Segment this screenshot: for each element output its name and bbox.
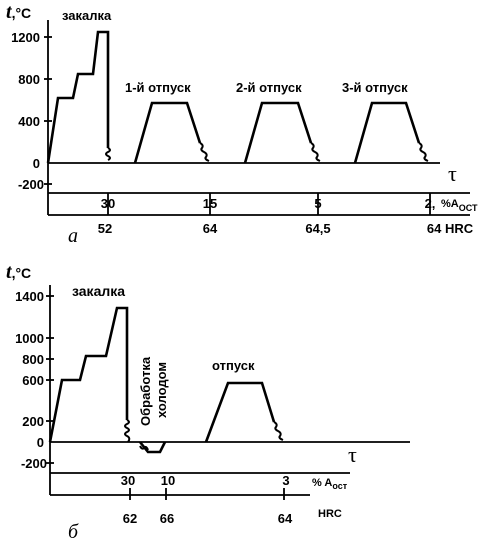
diagram-b-cold-wiggle [139,445,149,451]
y-tick-label: 1000 [15,331,44,346]
diagram-b-axis-title: t,°C [6,261,31,283]
hrc-value: 64 [278,511,293,526]
hrc-value: 62 [123,511,137,526]
diagram-a-tau: τ [448,161,457,186]
diagram-a-quench-wiggle [105,147,111,161]
diagram-a-ra-label: %AОСТ [441,198,478,213]
diagram-b-tau: τ [348,442,357,467]
diagram-b-temper-curve [204,381,276,443]
hrc-value: 64 HRC [427,221,474,236]
hrc-value: 52 [98,221,112,236]
hrc-value: 64,5 [305,221,330,236]
diagram-b-y-ticks: 1400 1000 800 600 200 0 -200 [15,289,54,471]
diagram-a-temper-1-curve [133,101,202,164]
y-tick-label: -200 [21,456,47,471]
diagram-a-panel-letter: а [68,225,78,247]
diagram-a-temper-label-1: 1-й отпуск [125,80,191,95]
diagram-b-quench-wiggle [124,419,131,443]
y-tick-label: 200 [22,414,44,429]
ra-value: 5 [314,196,321,211]
diagram-b-quench-label: закалка [72,283,125,299]
y-tick-label: 0 [37,435,44,450]
diagram-b-temper-label: отпуск [212,358,255,373]
diagram-a-hrc-row: 52 64 64,5 64 HRC [98,221,474,236]
ra-value: 15 [203,196,217,211]
y-tick-label: -200 [18,177,44,192]
diagram-a-temper-label-3: 3-й отпуск [342,80,408,95]
diagram-a-quench-label: закалка [62,8,112,23]
ra-value: 10 [161,473,175,488]
hrc-value: 64 [203,221,218,236]
diagram-b-cold-label-1: Обработка [138,356,153,426]
diagram-a-temper-1-wiggle [199,142,210,162]
diagram-a-axis-title: t,°C [6,1,31,23]
ra-value: 30 [121,473,135,488]
diagram-a-temper-3-curve [353,101,421,164]
diagram-a-ra-row: 30 15 5 2, %AОСТ [101,193,478,215]
diagram-b-cold-label-2: холодом [154,362,169,418]
diagram-b-hrc-label: HRC [318,508,342,520]
diagram-b-ra-label: % Aост [312,477,348,491]
y-tick-label: 1200 [11,30,40,45]
diagram-a-temper-2-curve [243,101,313,164]
ra-value: 3 [282,473,289,488]
diagram-a-quench-curve [46,30,110,164]
diagram-b-ra-row: 30 10 3 % Aост [121,473,348,500]
y-tick-label: 400 [18,114,40,129]
ra-value: 2, [425,196,436,211]
y-tick-label: 0 [33,156,40,171]
hrc-value: 66 [160,511,174,526]
diagram-b-panel-letter: б [68,521,79,543]
diagram-b: t,°C 1400 1000 800 600 200 0 -200 [6,261,410,543]
diagram-b-quench-curve [48,306,129,443]
diagram-a-temper-3-wiggle [418,142,429,162]
diagram-b-hrc-row: 62 66 64 HRC [123,508,342,526]
diagram-a-temper-2-wiggle [310,142,321,162]
diagram-a-y-ticks: 1200 800 400 0 -200 [11,30,52,192]
y-tick-label: 1400 [15,289,44,304]
ra-value: 30 [101,196,115,211]
diagram-a-temper-label-2: 2-й отпуск [236,80,302,95]
y-tick-label: 600 [22,373,44,388]
diagram-b-temper-wiggle [273,421,284,441]
y-tick-label: 800 [22,352,44,367]
y-tick-label: 800 [18,72,40,87]
diagram-a: t,°C 1200 800 400 0 -200 зак [6,1,478,247]
